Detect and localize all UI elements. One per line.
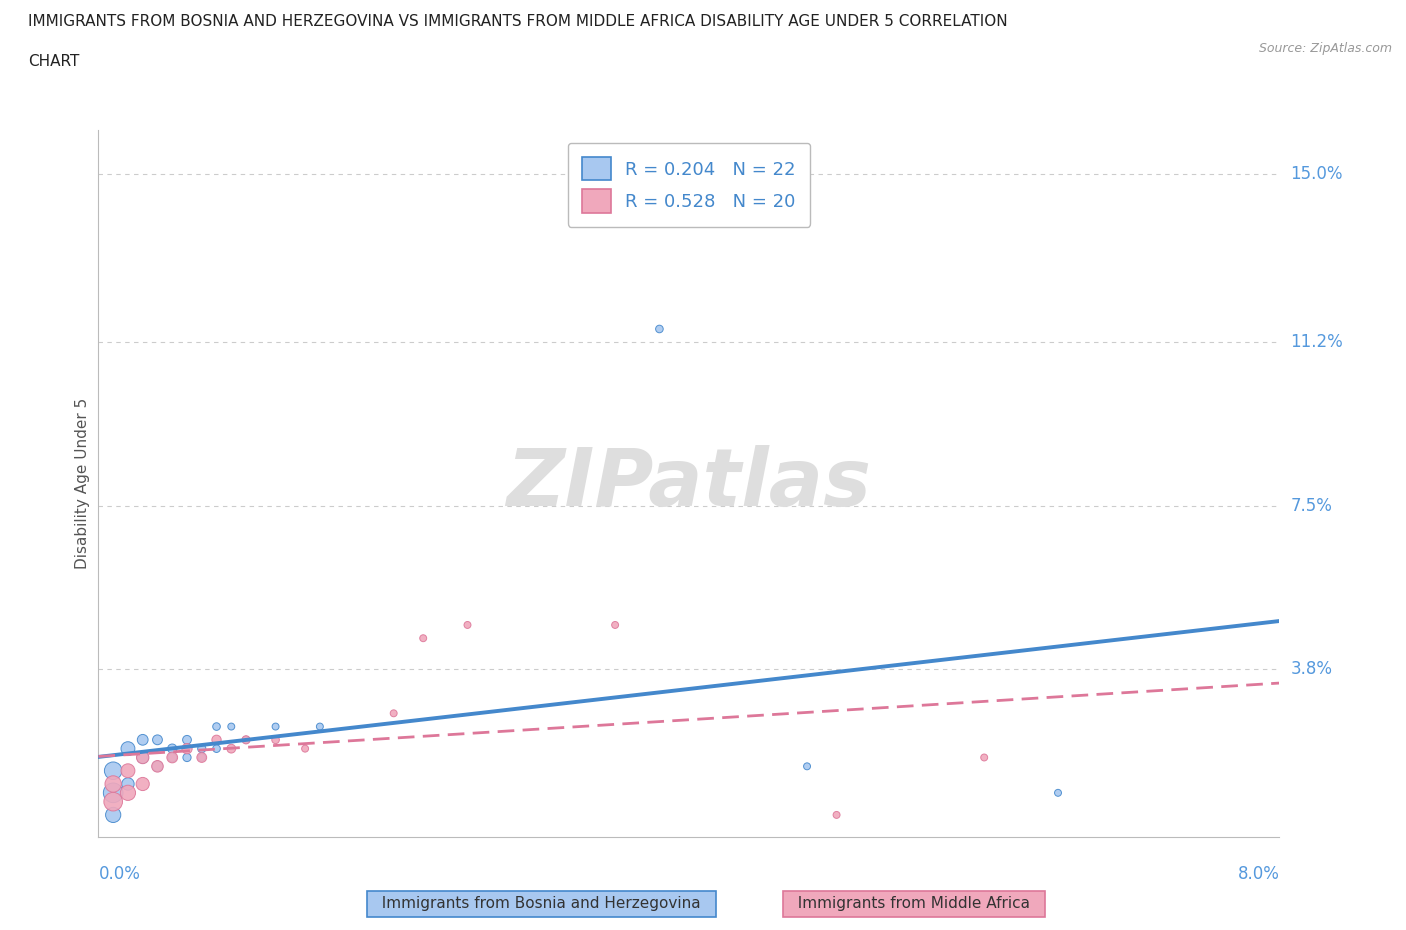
Point: [294, 741, 316, 756]
Point: [132, 777, 155, 791]
Point: [973, 750, 995, 764]
Text: 15.0%: 15.0%: [1291, 166, 1343, 183]
Point: [796, 759, 818, 774]
Text: 11.2%: 11.2%: [1291, 333, 1343, 352]
Point: [132, 750, 155, 764]
Point: [103, 764, 124, 778]
Point: [162, 741, 183, 756]
Point: [162, 750, 183, 764]
Point: [264, 733, 287, 748]
Text: Immigrants from Middle Africa: Immigrants from Middle Africa: [787, 897, 1040, 911]
Text: 8.0%: 8.0%: [1237, 865, 1279, 883]
Point: [103, 807, 124, 822]
Point: [308, 719, 332, 734]
Text: 3.8%: 3.8%: [1291, 660, 1333, 678]
Point: [1046, 785, 1069, 800]
Point: [191, 750, 214, 764]
Point: [176, 750, 198, 764]
Point: [146, 759, 169, 774]
Text: Immigrants from Bosnia and Herzegovina: Immigrants from Bosnia and Herzegovina: [373, 897, 710, 911]
Point: [103, 785, 124, 800]
Point: [205, 733, 228, 748]
Text: Source: ZipAtlas.com: Source: ZipAtlas.com: [1258, 42, 1392, 55]
Point: [235, 733, 257, 748]
Point: [117, 785, 139, 800]
Point: [176, 733, 198, 748]
Point: [191, 750, 214, 764]
Point: [382, 706, 405, 721]
Point: [132, 733, 155, 748]
Point: [117, 777, 139, 791]
Text: IMMIGRANTS FROM BOSNIA AND HERZEGOVINA VS IMMIGRANTS FROM MIDDLE AFRICA DISABILI: IMMIGRANTS FROM BOSNIA AND HERZEGOVINA V…: [28, 14, 1008, 29]
Point: [825, 807, 848, 822]
Point: [146, 759, 169, 774]
Point: [456, 618, 478, 632]
Point: [132, 750, 155, 764]
Point: [162, 750, 183, 764]
Point: [205, 719, 228, 734]
Legend: R = 0.204   N = 22, R = 0.528   N = 20: R = 0.204 N = 22, R = 0.528 N = 20: [568, 143, 810, 227]
Point: [264, 719, 287, 734]
Point: [146, 733, 169, 748]
Point: [219, 741, 242, 756]
Text: CHART: CHART: [28, 54, 80, 69]
Point: [605, 618, 627, 632]
Point: [205, 741, 228, 756]
Point: [176, 741, 198, 756]
Point: [412, 631, 434, 645]
Point: [648, 322, 671, 337]
Text: 7.5%: 7.5%: [1291, 497, 1333, 514]
Point: [191, 741, 214, 756]
Point: [117, 764, 139, 778]
Text: 0.0%: 0.0%: [98, 865, 141, 883]
Point: [103, 777, 124, 791]
Point: [219, 719, 242, 734]
Point: [117, 741, 139, 756]
Point: [103, 794, 124, 809]
Point: [235, 733, 257, 748]
Text: ZIPatlas: ZIPatlas: [506, 445, 872, 523]
Y-axis label: Disability Age Under 5: Disability Age Under 5: [75, 398, 90, 569]
